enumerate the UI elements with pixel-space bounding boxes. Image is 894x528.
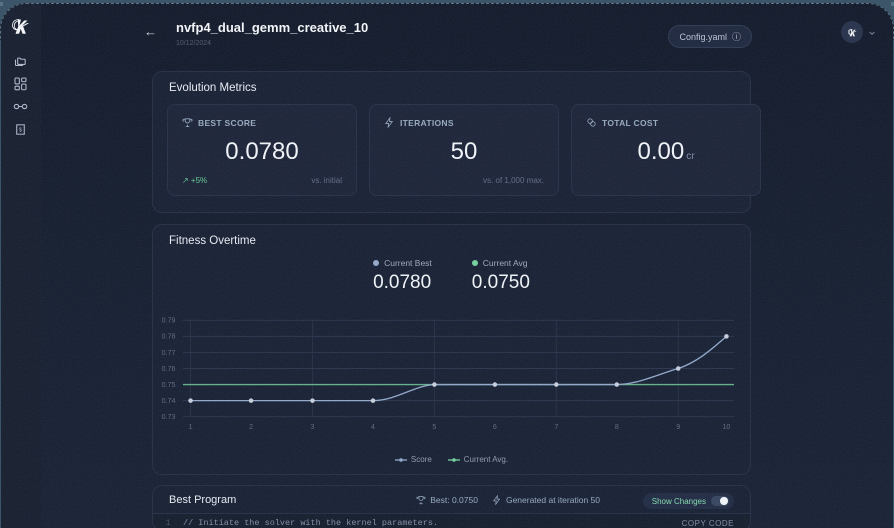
svg-text:6: 6 <box>493 423 497 431</box>
svg-text:10: 10 <box>723 423 731 431</box>
svg-text:0.77: 0.77 <box>162 349 176 357</box>
svg-text:4: 4 <box>371 423 375 431</box>
svg-text:8: 8 <box>615 423 619 431</box>
svg-text:0.73: 0.73 <box>162 413 176 421</box>
svg-text:2: 2 <box>249 423 253 431</box>
svg-text:0.79: 0.79 <box>162 317 176 325</box>
svg-text:7: 7 <box>554 423 558 431</box>
svg-text:0.78: 0.78 <box>162 333 176 341</box>
svg-text:9: 9 <box>676 423 680 431</box>
svg-text:0.76: 0.76 <box>162 365 176 373</box>
svg-text:$: $ <box>19 128 22 134</box>
svg-text:0.75: 0.75 <box>162 381 176 389</box>
svg-text:1: 1 <box>189 423 193 431</box>
svg-text:0.74: 0.74 <box>162 397 176 405</box>
svg-text:5: 5 <box>432 423 436 431</box>
svg-text:3: 3 <box>311 423 315 431</box>
